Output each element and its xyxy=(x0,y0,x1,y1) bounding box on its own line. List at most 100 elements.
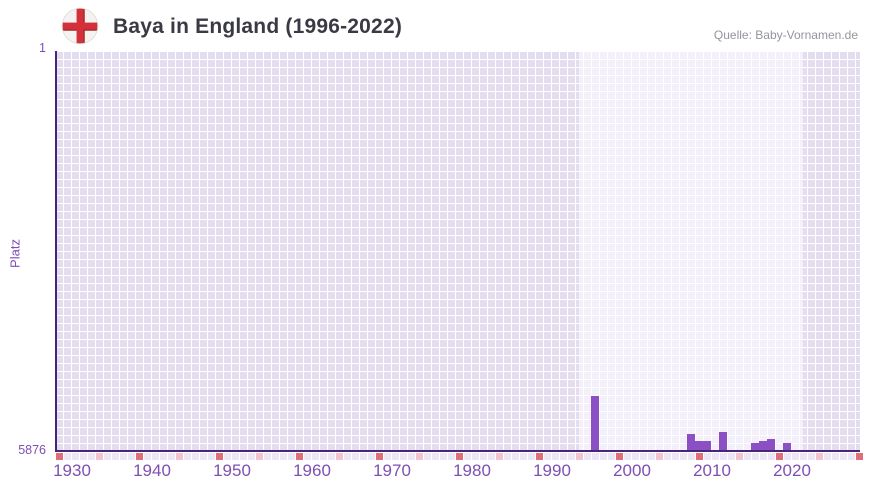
x-tick-cell xyxy=(312,453,319,460)
x-tick-cell xyxy=(208,453,215,460)
x-tick-cell xyxy=(760,453,767,460)
x-tick-cell xyxy=(288,453,295,460)
bar-2016[interactable] xyxy=(751,443,759,450)
x-tick-cell xyxy=(712,453,719,460)
x-tick-cell xyxy=(512,453,519,460)
x-tick-major-1930 xyxy=(56,453,63,460)
x-tick-major-1970 xyxy=(376,453,383,460)
x-tick-cell xyxy=(584,453,591,460)
bar-2020[interactable] xyxy=(783,443,791,450)
x-tick-cell xyxy=(232,453,239,460)
x-tick-cell xyxy=(720,453,727,460)
x-tick-cell xyxy=(752,453,759,460)
x-tick-cell xyxy=(824,453,831,460)
x-tick-minor-1955 xyxy=(256,453,263,460)
x-tick-cell xyxy=(128,453,135,460)
x-tick-major-2000 xyxy=(616,453,623,460)
x-tick-minor-1975 xyxy=(416,453,423,460)
bar-2017[interactable] xyxy=(759,441,767,450)
x-axis-label-1960: 1960 xyxy=(293,461,331,480)
bar-2012[interactable] xyxy=(719,432,727,450)
x-tick-cell xyxy=(200,453,207,460)
x-tick-cell xyxy=(728,453,735,460)
x-tick-major-2030 xyxy=(856,453,863,460)
x-tick-major-1940 xyxy=(136,453,143,460)
x-tick-cell xyxy=(400,453,407,460)
bar-2008[interactable] xyxy=(687,434,695,450)
x-tick-cell xyxy=(440,453,447,460)
x-tick-major-1980 xyxy=(456,453,463,460)
x-tick-cell xyxy=(424,453,431,460)
x-tick-cell xyxy=(528,453,535,460)
x-tick-cell xyxy=(120,453,127,460)
x-tick-cell xyxy=(320,453,327,460)
x-axis-label-2000: 2000 xyxy=(613,461,651,480)
x-tick-cell xyxy=(544,453,551,460)
bar-1996[interactable] xyxy=(591,396,599,450)
x-tick-cell xyxy=(264,453,271,460)
x-tick-cell xyxy=(648,453,655,460)
x-tick-cell xyxy=(152,453,159,460)
x-tick-cell xyxy=(112,453,119,460)
x-tick-cell xyxy=(848,453,855,460)
x-tick-cell xyxy=(680,453,687,460)
bar-2018[interactable] xyxy=(767,439,775,450)
x-tick-minor-2005 xyxy=(656,453,663,460)
x-tick-cell xyxy=(104,453,111,460)
x-tick-cell xyxy=(160,453,167,460)
x-tick-cell xyxy=(480,453,487,460)
x-tick-cell xyxy=(464,453,471,460)
x-tick-cell xyxy=(184,453,191,460)
x-tick-cell xyxy=(272,453,279,460)
x-tick-cell xyxy=(624,453,631,460)
x-tick-cell xyxy=(248,453,255,460)
x-tick-cell xyxy=(568,453,575,460)
x-tick-cell xyxy=(72,453,79,460)
y-axis-bottom-label: 5876 xyxy=(18,443,46,457)
x-tick-cell xyxy=(144,453,151,460)
x-tick-cell xyxy=(344,453,351,460)
x-tick-cell xyxy=(832,453,839,460)
x-tick-cell xyxy=(672,453,679,460)
x-tick-cell xyxy=(432,453,439,460)
x-tick-cell xyxy=(64,453,71,460)
x-tick-cell xyxy=(792,453,799,460)
x-tick-cell xyxy=(784,453,791,460)
x-tick-cell xyxy=(520,453,527,460)
x-tick-cell xyxy=(240,453,247,460)
x-tick-major-2020 xyxy=(776,453,783,460)
x-tick-major-2010 xyxy=(696,453,703,460)
x-tick-minor-2025 xyxy=(816,453,823,460)
x-tick-minor-2015 xyxy=(736,453,743,460)
x-tick-cell xyxy=(552,453,559,460)
x-tick-cell xyxy=(840,453,847,460)
x-tick-cell xyxy=(592,453,599,460)
x-tick-cell xyxy=(392,453,399,460)
x-tick-cell xyxy=(704,453,711,460)
y-axis-top-label: 1 xyxy=(39,41,46,55)
x-tick-cell xyxy=(504,453,511,460)
x-tick-cell xyxy=(352,453,359,460)
x-tick-cell xyxy=(600,453,607,460)
x-tick-cell xyxy=(744,453,751,460)
bar-2010[interactable] xyxy=(703,441,711,450)
x-tick-cell xyxy=(328,453,335,460)
bar-2009[interactable] xyxy=(695,441,703,450)
bars-layer xyxy=(57,51,860,450)
x-axis-label-1980: 1980 xyxy=(453,461,491,480)
x-tick-cell xyxy=(632,453,639,460)
x-tick-cell xyxy=(168,453,175,460)
x-tick-cell xyxy=(808,453,815,460)
x-tick-cell xyxy=(384,453,391,460)
x-tick-cell xyxy=(472,453,479,460)
x-tick-cell xyxy=(88,453,95,460)
x-tick-cell xyxy=(640,453,647,460)
x-tick-cell xyxy=(80,453,87,460)
x-tick-cell xyxy=(608,453,615,460)
x-tick-cell xyxy=(224,453,231,460)
grid-lines xyxy=(57,51,860,450)
x-tick-minor-1985 xyxy=(496,453,503,460)
x-axis-label-1970: 1970 xyxy=(373,461,411,480)
x-tick-minor-1995 xyxy=(576,453,583,460)
